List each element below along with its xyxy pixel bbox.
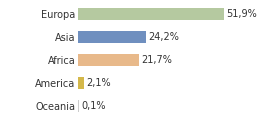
Bar [78, 8, 224, 20]
Bar [78, 77, 84, 89]
Text: 24,2%: 24,2% [148, 32, 179, 42]
Bar [78, 54, 139, 66]
Text: 2,1%: 2,1% [87, 78, 111, 88]
Bar [78, 100, 79, 112]
Text: 0,1%: 0,1% [81, 101, 105, 111]
Bar [78, 31, 146, 43]
Text: 51,9%: 51,9% [226, 9, 257, 19]
Text: 21,7%: 21,7% [141, 55, 172, 65]
